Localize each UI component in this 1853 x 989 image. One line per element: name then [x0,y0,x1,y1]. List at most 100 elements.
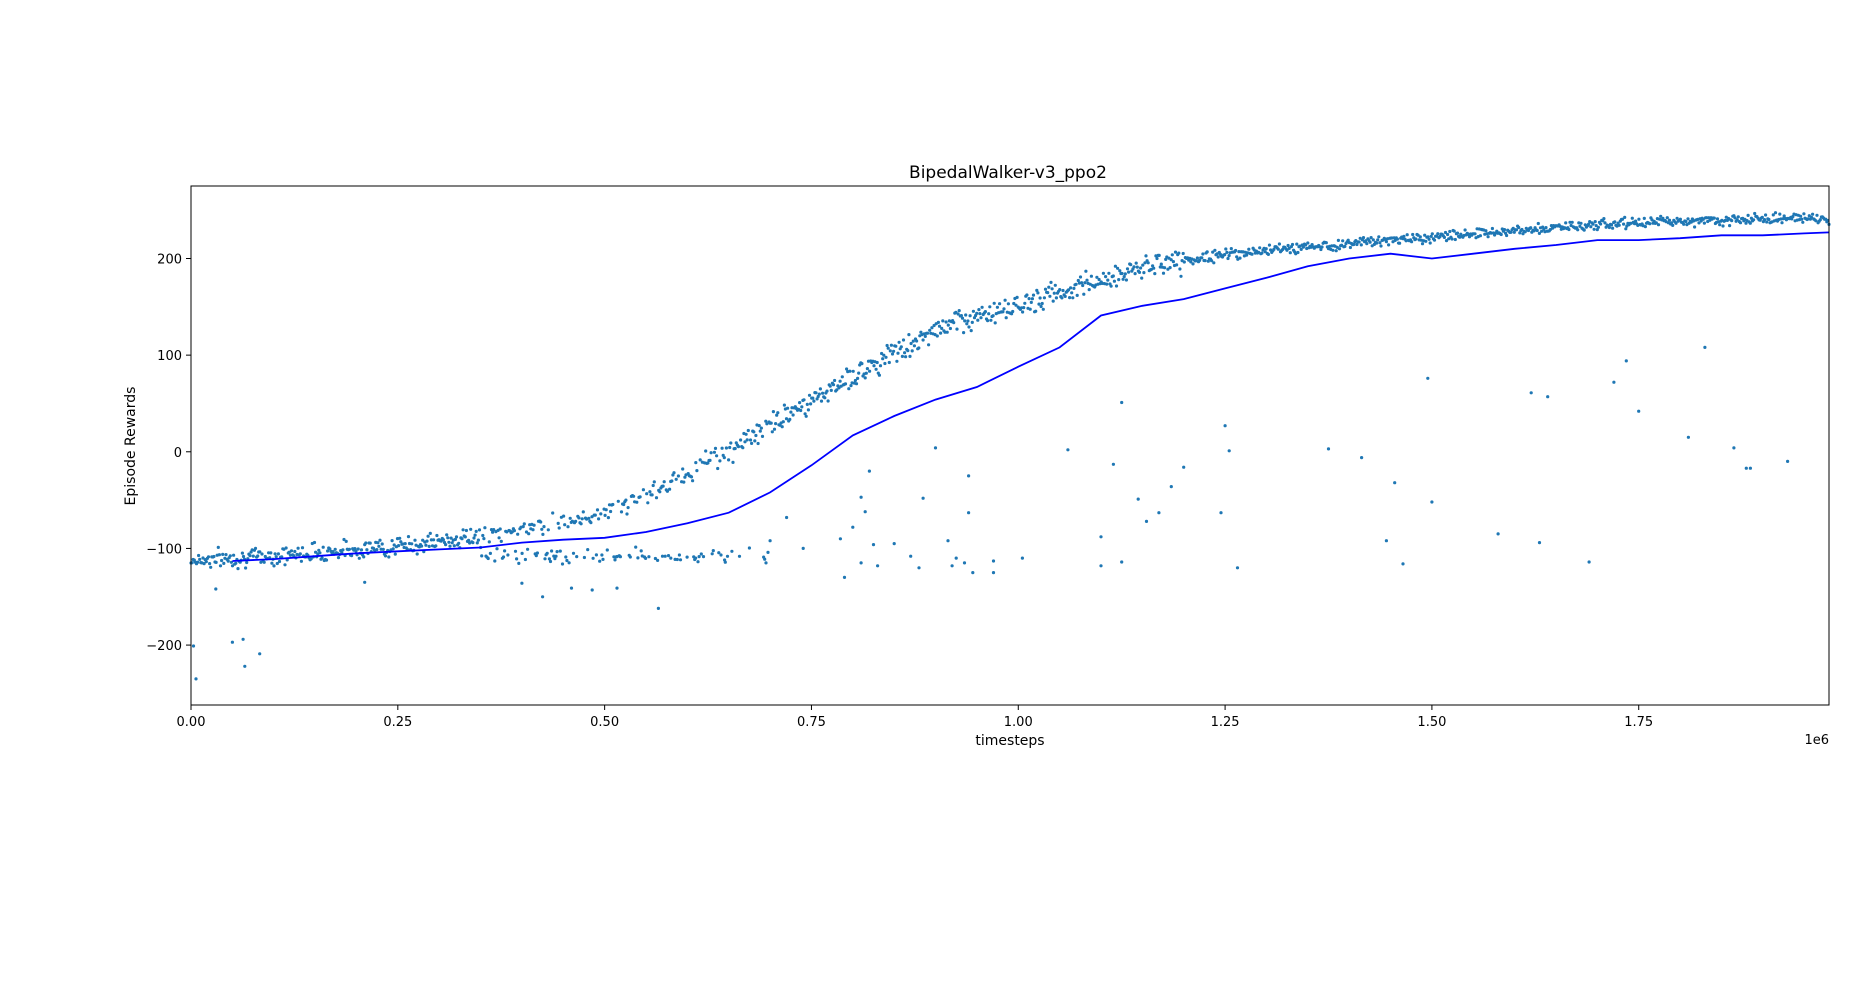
scatter-point [1607,225,1611,230]
scatter-point [911,339,915,343]
scatter-point [214,587,218,591]
scatter-point [1576,228,1580,232]
scatter-point [1041,307,1045,311]
mean-reward-line [232,231,1830,562]
scatter-point [747,546,752,550]
scatter-point [599,512,603,516]
scatter-point [1003,298,1007,302]
scatter-point [566,525,570,529]
scatter-point [486,556,490,561]
scatter-point [1099,535,1103,539]
scatter-point [1296,250,1300,255]
scatter-point [1276,247,1280,251]
scatter-point [1594,224,1598,228]
scatter-point [956,312,960,316]
scatter-point [1496,532,1500,536]
scatter-point [493,559,497,563]
scatter-point [901,338,906,342]
scatter-point [863,376,867,380]
scatter-point [1267,243,1272,247]
scatter-point [341,548,345,552]
scatter-point [890,352,895,356]
scatter-point [218,564,223,568]
scatter-point [962,331,966,335]
scatter-point [837,386,841,390]
scatter-point [258,550,262,554]
scatter-point [1182,465,1186,469]
scatter-point [750,441,754,445]
scatter-point [1206,259,1210,263]
scatter-point [1301,245,1305,249]
scatter-point [1304,243,1308,247]
scatter-point [1352,242,1356,247]
scatter-point [894,344,898,348]
scatter-point [1684,219,1688,224]
scatter-point [1523,230,1527,234]
scatter-point [1546,395,1550,399]
scatter-point [1104,275,1108,279]
scatter-point [1053,283,1057,287]
scatter-point [917,566,921,570]
scatter-point [1106,278,1110,282]
scatter-point [1447,237,1451,241]
scatter-point [256,554,260,558]
scatter-point [1112,279,1116,283]
scatter-point [651,483,655,488]
scatter-point [448,544,452,548]
scatter-point [453,537,457,542]
scatter-point [1682,222,1686,226]
scatter-point [324,558,329,562]
scatter-point [354,549,358,553]
scatter-point [666,554,671,558]
scatter-point [392,543,396,547]
scatter-point [1520,227,1524,232]
scatter-point [1799,214,1803,218]
scatter-point [491,530,495,534]
scatter-point [1054,296,1058,300]
scatter-point [1623,215,1627,219]
scatter-point [932,323,936,328]
scatter-point [639,549,643,553]
scatter-point [317,548,321,552]
scatter-point [582,555,587,560]
scatter-point [260,552,264,556]
scatter-point [712,450,717,454]
scatter-point [752,430,756,434]
scatter-point [1378,241,1382,245]
scatter-point [1152,266,1156,270]
scatter-point [364,541,368,545]
scatter-point [1705,216,1709,220]
scatter-point [937,324,942,328]
scatter-point [613,558,617,562]
scatter-point [1815,213,1819,217]
scatter-point [662,480,666,484]
scatter-point [1535,228,1539,233]
scatter-point [515,557,519,561]
scatter-point [1340,243,1344,247]
scatter-point [928,328,932,332]
scatter-point [362,555,366,559]
scatter-point [1624,359,1628,363]
x-tick-label: 1.75 [1624,715,1653,730]
scatter-point [741,446,745,450]
scatter-point [876,564,880,568]
scatter-point [756,441,760,446]
scatter-point [1266,252,1270,256]
scatter-point [823,396,827,400]
scatter-point [1611,226,1615,230]
scatter-point [321,545,325,549]
scatter-point [1169,485,1173,489]
scatter-point [1780,221,1784,225]
scatter-point [845,367,849,371]
scatter-point [1375,241,1379,245]
scatter-point [445,533,449,537]
scatter-point [1043,287,1048,291]
scatter-point [906,349,910,353]
scatter-point [1095,275,1099,279]
scatter-point [283,563,287,567]
scatter-point [512,529,517,533]
scatter-point [1398,241,1402,245]
scatter-point [506,553,510,557]
scatter-point [557,526,561,530]
